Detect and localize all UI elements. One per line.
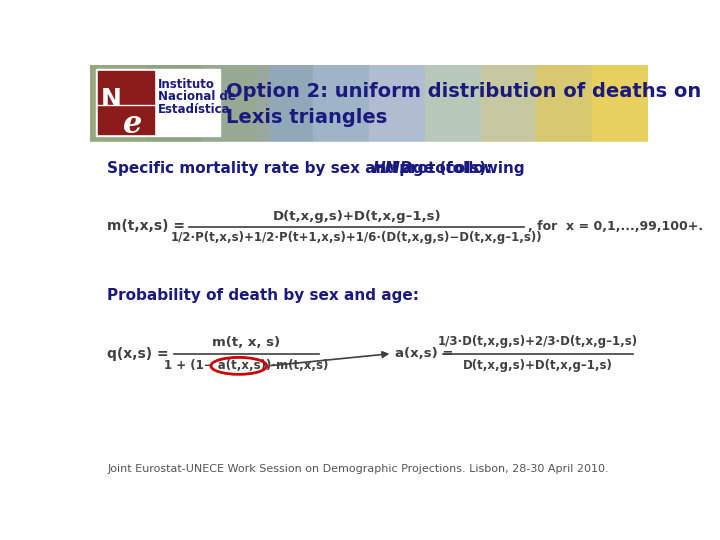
Text: Specific mortality rate by sex and age (following: Specific mortality rate by sex and age (… <box>107 161 530 176</box>
Text: q(x,s) =: q(x,s) = <box>107 347 168 361</box>
Text: Estadística: Estadística <box>158 103 231 116</box>
Bar <box>313 65 370 142</box>
Text: D(t,x,g,s)+D(t,x,g–1,s): D(t,x,g,s)+D(t,x,g–1,s) <box>272 210 441 223</box>
Bar <box>536 65 593 142</box>
Text: m(t,x,s) =: m(t,x,s) = <box>107 219 185 233</box>
Bar <box>258 65 314 142</box>
Bar <box>481 65 537 142</box>
Bar <box>90 65 269 142</box>
Text: Option 2: uniform distribution of deaths on: Option 2: uniform distribution of deaths… <box>225 82 701 102</box>
Text: N: N <box>101 87 122 111</box>
Text: 1 + (1− a(t,x,s))·m(t,x,s): 1 + (1− a(t,x,s))·m(t,x,s) <box>164 360 328 373</box>
Bar <box>98 71 153 134</box>
Bar <box>96 70 220 136</box>
Text: , for  x = 0,1,...,99,100+.: , for x = 0,1,...,99,100+. <box>528 220 703 233</box>
Bar <box>90 142 648 481</box>
Text: Joint Eurostat-UNECE Work Session on Demographic Projections. Lisbon, 28-30 Apri: Joint Eurostat-UNECE Work Session on Dem… <box>107 464 608 474</box>
Text: a(x,s) =: a(x,s) = <box>395 347 453 360</box>
Bar <box>593 65 649 142</box>
Text: m(t, x, s): m(t, x, s) <box>212 335 280 348</box>
Bar <box>90 65 147 142</box>
Text: 1/3·D(t,x,g,s)+2/3·D(t,x,g–1,s): 1/3·D(t,x,g,s)+2/3·D(t,x,g–1,s) <box>438 335 638 348</box>
Text: Lexis triangles: Lexis triangles <box>225 107 387 127</box>
Text: D(t,x,g,s)+D(t,x,g–1,s): D(t,x,g,s)+D(t,x,g–1,s) <box>463 360 613 373</box>
Bar <box>145 65 202 142</box>
Bar <box>369 65 426 142</box>
Text: e: e <box>122 110 142 140</box>
Text: 1/2·P(t,x,s)+1/2·P(t+1,x,s)+1/6·(D(t,x,g,s)−D(t,x,g–1,s)): 1/2·P(t,x,s)+1/2·P(t+1,x,s)+1/6·(D(t,x,g… <box>171 231 542 244</box>
Bar <box>425 65 482 142</box>
Text: HMD: HMD <box>373 161 413 176</box>
Text: Nacional de: Nacional de <box>158 90 236 103</box>
Bar <box>202 65 258 142</box>
Text: Instituto: Instituto <box>158 78 215 91</box>
Text: Probability of death by sex and age:: Probability of death by sex and age: <box>107 288 419 303</box>
Text: protocols):: protocols): <box>394 161 492 176</box>
